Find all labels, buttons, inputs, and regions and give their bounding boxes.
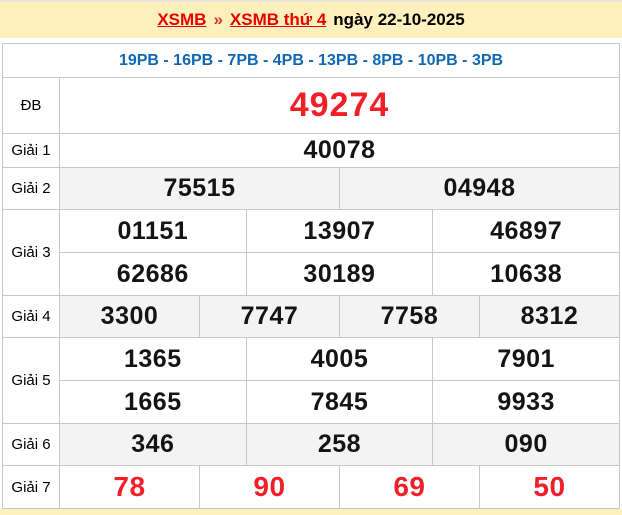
prize-number: 01151 — [59, 209, 247, 253]
xsmb-day-link[interactable]: XSMB thứ 4 — [229, 10, 327, 29]
prize-label-g5: Giải 5 — [2, 337, 60, 424]
prize-row-g4: Giải 4 3300 7747 7758 8312 — [2, 295, 621, 338]
prize-number: 75515 — [59, 167, 340, 210]
results-table: 19PB - 16PB - 7PB - 4PB - 13PB - 8PB - 1… — [2, 43, 621, 509]
prize-number: 258 — [245, 423, 434, 466]
prize-number: 4005 — [245, 337, 434, 381]
prize-number: 69 — [338, 465, 480, 509]
prize-row-g3: 62686 30189 10638 — [3, 252, 620, 296]
xsmb-link[interactable]: XSMB — [157, 10, 207, 29]
prize-number: 46897 — [432, 209, 620, 253]
prize-number: 13907 — [245, 209, 434, 253]
results-table-body: 19PB - 16PB - 7PB - 4PB - 13PB - 8PB - 1… — [2, 43, 621, 509]
prize-number: 7845 — [245, 380, 434, 424]
results-panel: 19PB - 16PB - 7PB - 4PB - 13PB - 8PB - 1… — [2, 43, 621, 509]
prize-label-g3: Giải 3 — [2, 209, 60, 296]
prize-number: 7901 — [432, 337, 620, 381]
prize-number: 40078 — [59, 133, 620, 168]
bottom-yellow-strip — [0, 509, 622, 515]
prize-row-g2: Giải 2 75515 04948 — [2, 167, 621, 210]
prize-number: 04948 — [338, 167, 621, 210]
prize-label-g4: Giải 4 — [2, 295, 60, 338]
prize-row-g6: Giải 6 346 258 090 — [2, 423, 620, 466]
prize-number: 30189 — [245, 252, 434, 296]
prize-row-g1: Giải 1 40078 — [2, 133, 620, 168]
prize-row-g3: Giải 3 01151 13907 46897 — [2, 209, 620, 296]
breadcrumb-separator: » — [213, 10, 223, 29]
prize-label-g6: Giải 6 — [2, 423, 60, 466]
title-banner: XSMB » XSMB thứ 4 ngày 22-10-2025 — [0, 0, 622, 38]
prize-number: 3300 — [59, 295, 200, 338]
prize-number: 49274 — [59, 77, 620, 134]
prize-row-g5: Giải 5 1365 4005 7901 — [2, 337, 620, 424]
prize-number: 90 — [198, 465, 340, 509]
loto-summary-links[interactable]: 19PB - 16PB - 7PB - 4PB - 13PB - 8PB - 1… — [2, 43, 620, 78]
prize-row-g7: Giải 7 78 90 69 50 — [2, 465, 621, 509]
prize-number: 346 — [59, 423, 247, 466]
loto-summary-row: 19PB - 16PB - 7PB - 4PB - 13PB - 8PB - 1… — [2, 43, 620, 78]
prize-number: 090 — [432, 423, 620, 466]
prize-number: 50 — [478, 465, 621, 509]
prize-number: 8312 — [478, 295, 621, 338]
prize-number: 62686 — [59, 252, 247, 296]
prize-number: 1365 — [59, 337, 247, 381]
prize-row-g5: 1665 7845 9933 — [3, 380, 620, 424]
prize-number: 7747 — [198, 295, 340, 338]
prize-label-g7: Giải 7 — [2, 465, 60, 509]
prize-label-g1: Giải 1 — [2, 133, 60, 168]
prize-number: 1665 — [59, 380, 247, 424]
prize-number: 78 — [59, 465, 200, 509]
prize-row-db: ĐB 49274 — [2, 77, 620, 134]
prize-number: 10638 — [432, 252, 620, 296]
draw-date-text: ngày 22-10-2025 — [333, 10, 465, 29]
prize-number: 7758 — [338, 295, 480, 338]
prize-label-db: ĐB — [2, 77, 60, 134]
prize-number: 9933 — [432, 380, 620, 424]
prize-label-g2: Giải 2 — [2, 167, 60, 210]
